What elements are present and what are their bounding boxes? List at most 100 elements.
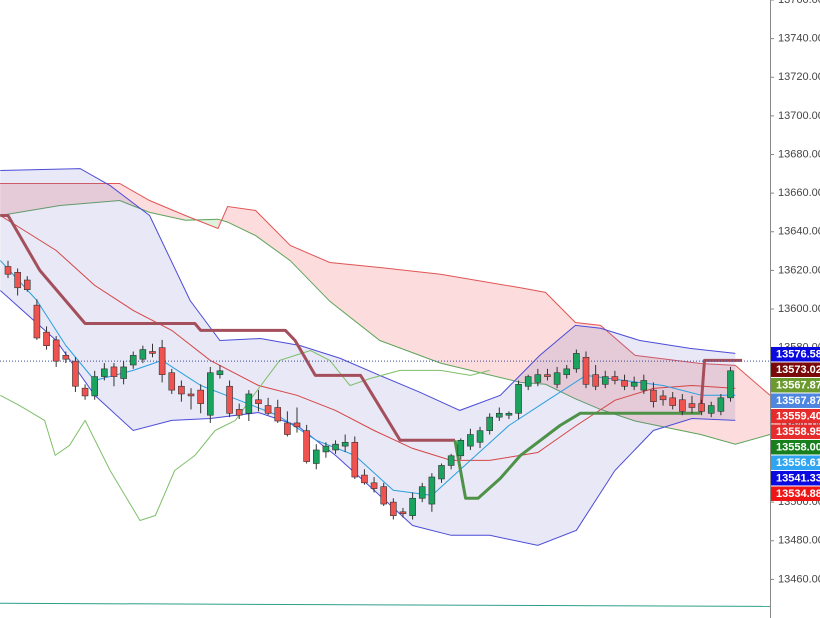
candle-body bbox=[312, 449, 320, 464]
cloud-span-a bbox=[0, 199, 771, 445]
candle-body bbox=[621, 380, 628, 387]
price-label-box bbox=[771, 377, 820, 393]
price-label: 13576.58 bbox=[776, 349, 820, 361]
y-tick-label: 13760.00 bbox=[778, 0, 820, 6]
candle-body bbox=[611, 376, 619, 381]
cloud-fill bbox=[255, 210, 291, 261]
candle-body bbox=[659, 395, 667, 401]
candle-body bbox=[207, 372, 214, 416]
candle-body bbox=[187, 393, 195, 397]
cloud-fill bbox=[60, 183, 120, 206]
y-tick-label: 13720.00 bbox=[778, 71, 820, 83]
price-label: 13559.40 bbox=[776, 411, 820, 423]
candle-body bbox=[669, 397, 676, 406]
candle-body bbox=[139, 349, 147, 360]
candle-body bbox=[582, 356, 590, 385]
candle-body bbox=[361, 474, 368, 484]
candle-body bbox=[332, 443, 339, 451]
y-tick-label: 13460.00 bbox=[778, 573, 820, 585]
candle-body bbox=[274, 407, 282, 422]
y-tick-label: 13600.00 bbox=[778, 303, 820, 315]
price-label-box bbox=[771, 393, 820, 408]
y-tick-label: 13640.00 bbox=[778, 226, 820, 238]
candle-body bbox=[178, 385, 185, 395]
cloud-fill bbox=[379, 267, 441, 364]
price-label-box bbox=[771, 424, 820, 439]
price-label-box bbox=[771, 346, 820, 362]
candle-body bbox=[81, 387, 89, 397]
price-label-box bbox=[771, 486, 820, 501]
candle-body bbox=[91, 376, 98, 397]
cloud-fill bbox=[440, 274, 521, 383]
candle-body bbox=[688, 403, 696, 408]
candle-body bbox=[197, 389, 204, 404]
candle-body bbox=[62, 355, 70, 360]
price-label-box bbox=[771, 470, 820, 486]
candle-body bbox=[438, 465, 445, 480]
candle-body bbox=[149, 351, 156, 354]
price-label-box bbox=[771, 408, 820, 424]
y-tick-label: 13680.00 bbox=[778, 148, 820, 160]
candle-body bbox=[447, 455, 455, 466]
indicator-line bbox=[0, 602, 771, 607]
candle-body bbox=[101, 368, 108, 377]
candle-body bbox=[515, 384, 522, 414]
candle-body bbox=[351, 441, 359, 478]
candle-body bbox=[245, 393, 253, 414]
candle-body bbox=[4, 266, 12, 275]
price-label: 13558.95 bbox=[776, 426, 820, 438]
candle-body bbox=[592, 374, 599, 387]
candle-body bbox=[370, 482, 378, 489]
cloud-fill bbox=[329, 262, 380, 341]
candle-body bbox=[43, 331, 50, 346]
candle-body bbox=[341, 441, 349, 447]
y-tick-label: 13620.00 bbox=[778, 264, 820, 276]
candle-body bbox=[553, 372, 561, 385]
bollinger-fill bbox=[0, 168, 736, 546]
candle-body bbox=[390, 501, 397, 516]
candle-body bbox=[235, 409, 243, 416]
price-label: 13573.02 bbox=[776, 364, 820, 376]
candle-body bbox=[717, 397, 725, 412]
candle-body bbox=[216, 370, 224, 375]
candle-body bbox=[428, 476, 436, 505]
candle-body bbox=[496, 412, 503, 418]
candle-body bbox=[399, 511, 407, 515]
price-label: 13567.87 bbox=[776, 380, 820, 392]
price-label: 13567.87 bbox=[776, 395, 820, 407]
candle-body bbox=[486, 416, 493, 431]
y-tick-label: 13740.00 bbox=[778, 33, 820, 45]
candle-body bbox=[679, 399, 686, 412]
candle-body bbox=[534, 374, 542, 383]
candle-body bbox=[544, 374, 551, 377]
price-label: 13534.88 bbox=[776, 488, 820, 500]
candle-body bbox=[168, 372, 176, 391]
y-tick-label: 13660.00 bbox=[778, 187, 820, 199]
candle-body bbox=[640, 380, 648, 391]
indicator-line bbox=[453, 411, 701, 500]
candle-body bbox=[284, 422, 291, 435]
candle-body bbox=[293, 422, 301, 428]
candle-body bbox=[601, 376, 609, 385]
indicator-line bbox=[0, 214, 743, 442]
price-label-box bbox=[771, 362, 820, 377]
candle-body bbox=[52, 339, 60, 362]
candle-body bbox=[418, 486, 426, 499]
plot-area bbox=[0, 168, 771, 607]
candle-body bbox=[409, 497, 416, 516]
cloud-fill bbox=[149, 200, 186, 221]
candle-body bbox=[476, 430, 484, 443]
candle-body bbox=[380, 486, 387, 505]
candle-body bbox=[727, 370, 734, 399]
candle-body bbox=[707, 405, 715, 414]
indicator-line bbox=[0, 350, 490, 521]
candle-body bbox=[322, 445, 330, 453]
candle-body bbox=[14, 272, 21, 289]
y-tick-label: 13480.00 bbox=[778, 535, 820, 547]
price-label: 13558.00 bbox=[776, 442, 820, 454]
candle-body bbox=[255, 399, 262, 404]
cloud-fill bbox=[520, 287, 546, 385]
candle-body bbox=[563, 368, 571, 375]
